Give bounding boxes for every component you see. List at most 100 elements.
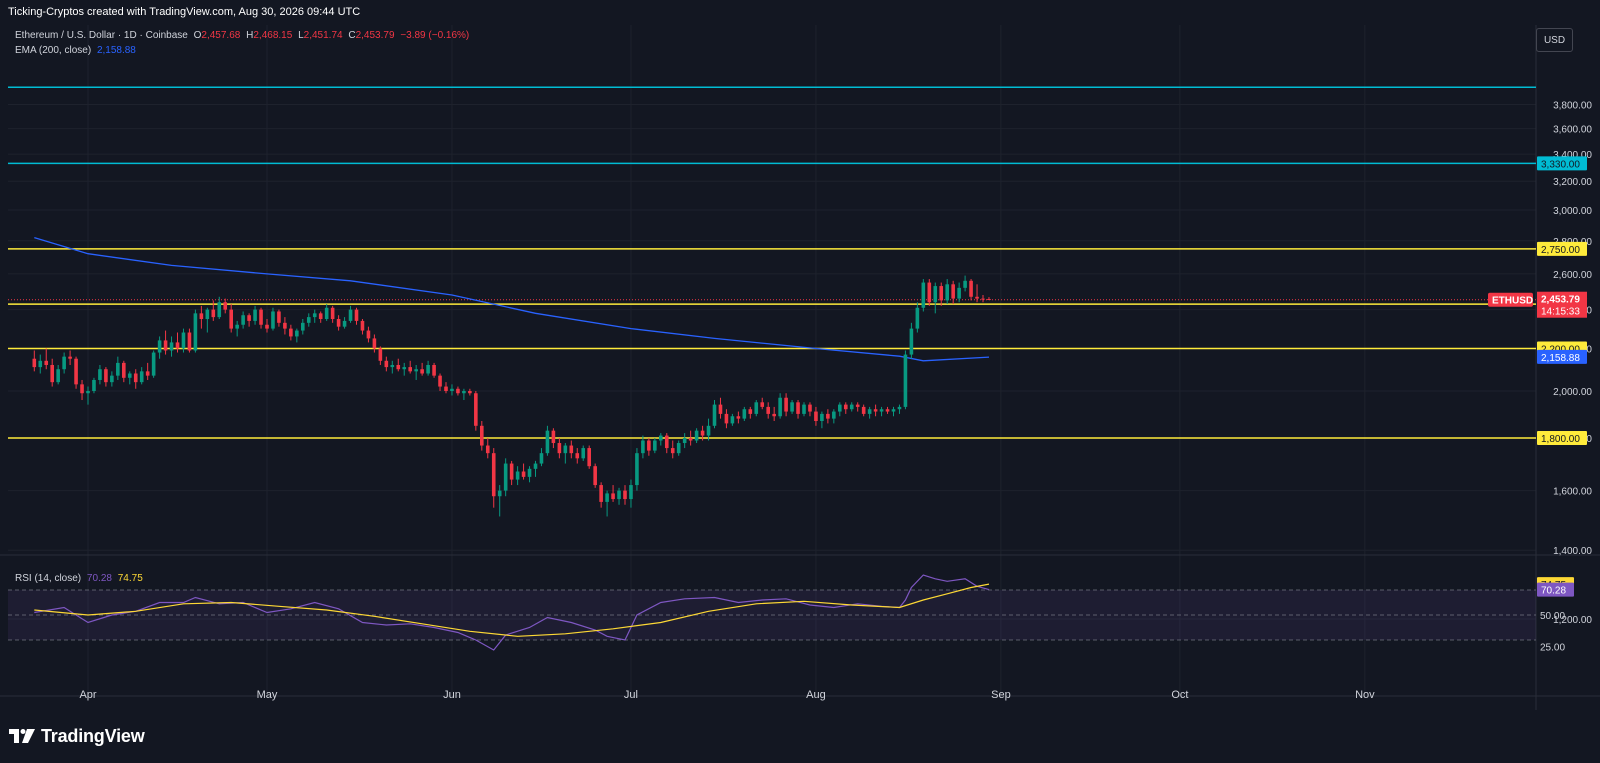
candle-body [318,313,323,320]
candle-body [772,413,776,417]
candle [939,282,944,306]
candle-body [748,409,753,414]
candle [80,379,84,401]
level-price-tag: 1,800.00 [1537,431,1587,446]
candle-body [861,406,866,414]
change-value: −3.89 (−0.16%) [400,30,470,41]
high-value: 2,468.15 [253,30,293,41]
candle-body [145,371,150,376]
time-axis-label: Sep [991,689,1011,701]
candle [969,279,973,301]
candle [223,298,228,314]
footer [0,710,1600,763]
candle-body [116,362,120,376]
candle [110,371,114,387]
candle-body [545,430,550,454]
candle [772,406,776,422]
candle-body [396,364,401,370]
candle-body [468,391,472,394]
candle-body [790,402,794,412]
candle-body [253,309,257,321]
candle [420,362,424,376]
candle [509,460,514,486]
candle-body [784,397,788,412]
candle [497,485,502,517]
candle-body [408,367,412,372]
candle [927,279,932,306]
candle [390,360,395,374]
ema-price-tag-text: 2,158.88 [1541,353,1580,364]
candle-body [563,445,568,454]
price-chart[interactable]: 1,200.00 1,400.00 1,600.00 1,800.00 2,000.00… [0,25,1600,710]
candle-body [957,287,961,299]
candle-body [402,367,407,370]
candle-body [963,280,967,288]
candle [372,334,377,353]
candle [838,402,842,417]
candle-body [426,364,430,374]
candle [205,307,210,333]
candle-body [641,440,645,454]
candle [778,393,782,419]
candle-body [879,409,884,412]
currency-button[interactable]: USD [1536,28,1573,52]
candle [539,448,544,467]
price-axis-label: 1,400.00 [1553,546,1592,557]
time-axis-label: Nov [1355,689,1375,701]
candle-body [122,362,126,378]
candle [712,400,717,429]
candle-body [491,453,496,497]
candle-body [742,409,747,419]
candle-body [432,364,436,376]
candle [891,406,896,417]
candle-body [712,404,717,426]
symbol-label: Ethereum / U.S. Dollar · 1D · Coinbase [15,30,188,41]
candle-body [223,302,228,310]
candle [360,319,365,335]
candle [981,294,985,303]
candle [843,402,848,414]
candle [145,362,150,380]
candle-body [271,311,275,329]
ema-value: 2,158.88 [96,45,136,56]
candle-body [611,493,615,500]
candle [748,406,753,419]
candle-body [575,453,580,459]
candle [259,307,263,329]
candle-body [92,379,96,391]
candle [909,322,914,359]
candle [366,326,371,343]
candle-body [933,286,938,303]
candle [849,402,854,412]
candle [945,279,949,305]
candle [670,440,675,459]
ema-price-tag-box [1537,349,1587,364]
candle [330,305,335,323]
candle [241,311,245,329]
candle [629,479,633,508]
candle [676,440,681,456]
candle [647,438,651,456]
candle [468,388,472,396]
tradingview-logo-icon [9,729,35,743]
candle [414,364,418,380]
candle-body [778,397,782,417]
candle-body [229,309,233,329]
candle-body [348,309,353,321]
candle [74,356,78,389]
candle-body [217,302,222,318]
candle-body [157,340,162,353]
candle [133,369,138,389]
candle [336,315,341,331]
tradingview-logo[interactable]: TradingView [9,726,145,746]
candle-body [557,443,562,454]
candle-body [670,448,675,454]
candle-body [808,404,812,412]
candle [617,487,621,505]
price-axis-label: 3,400.00 [1553,150,1592,161]
candle [277,309,281,327]
rsi-value: 70.28 [86,573,112,584]
candle-body [969,280,973,297]
open-value: 2,457.68 [201,30,241,41]
candle-body [360,320,365,331]
